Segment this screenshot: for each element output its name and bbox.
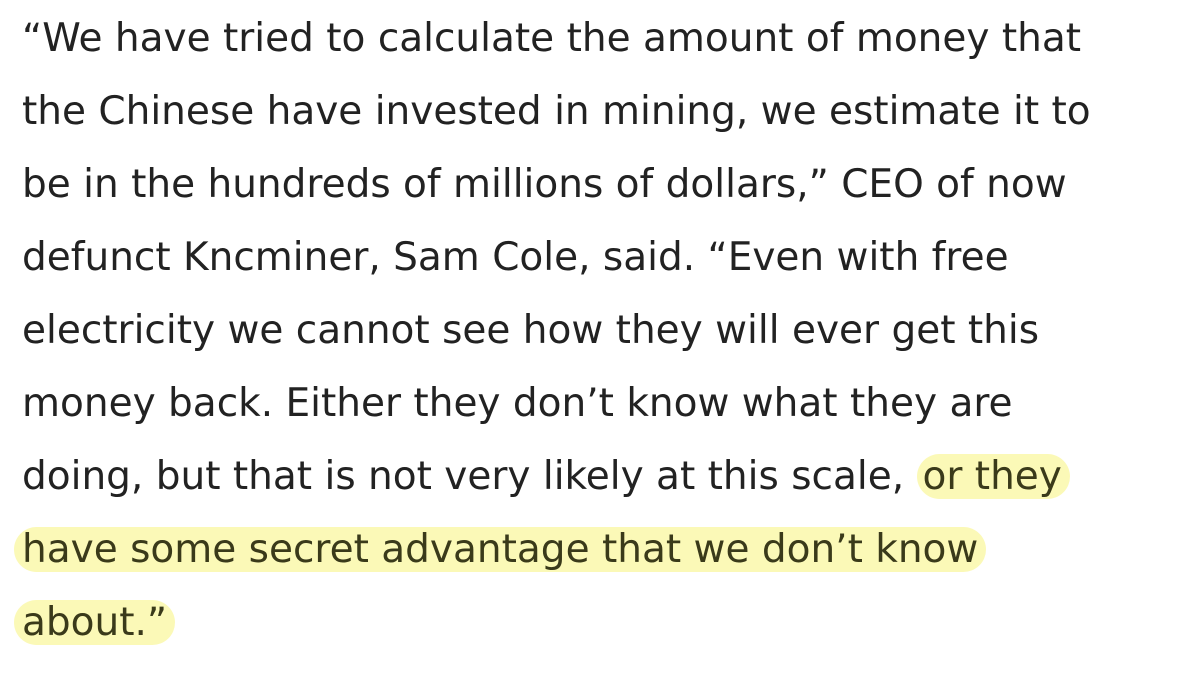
paragraph-line-4: defunct Kncminer, Sam Cole, said. “Even … bbox=[22, 235, 1009, 280]
highlighted-text: about.” bbox=[14, 600, 176, 645]
paragraph-line-9: about.” bbox=[14, 586, 176, 660]
paragraph-line-7: doing, but that is not very likely at th… bbox=[22, 440, 1070, 514]
paragraph-line-6: money back. Either they don’t know what … bbox=[22, 381, 1013, 426]
paragraph-line-8: have some secret advantage that we don’t… bbox=[14, 513, 987, 587]
paragraph-line-1: “We have tried to calculate the amount o… bbox=[22, 16, 1082, 61]
highlighted-text: have some secret advantage that we don’t… bbox=[14, 527, 987, 572]
paragraph-line-5: electricity we cannot see how they will … bbox=[22, 308, 1040, 353]
paragraph-line-3: be in the hundreds of millions of dollar… bbox=[22, 162, 1067, 207]
highlighted-text: or they bbox=[916, 454, 1070, 499]
paragraph-line-2: the Chinese have invested in mining, we … bbox=[22, 89, 1091, 134]
paragraph-line-7-text: doing, but that is not very likely at th… bbox=[22, 454, 905, 499]
